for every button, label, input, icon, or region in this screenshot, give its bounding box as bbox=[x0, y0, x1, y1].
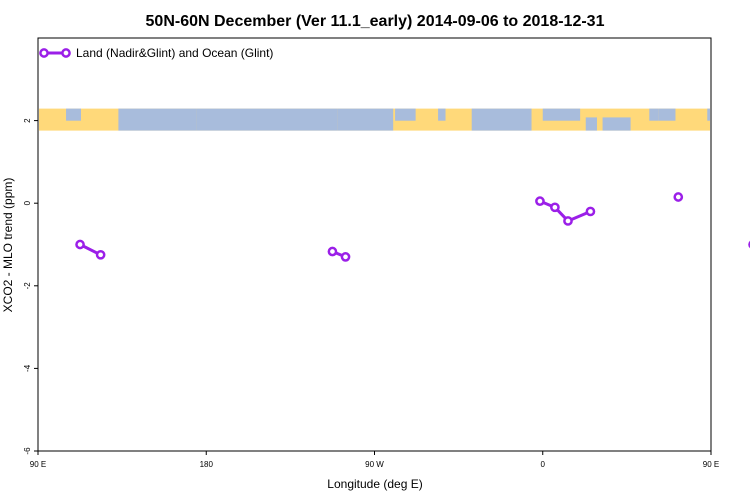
data-point bbox=[340, 252, 351, 262]
legend-marker bbox=[61, 48, 71, 58]
x-tick-label: 90 W bbox=[365, 460, 384, 469]
data-point bbox=[585, 206, 596, 217]
plot-frame bbox=[37, 37, 712, 452]
legend-marker bbox=[39, 48, 49, 58]
y-tick-label: -4 bbox=[23, 364, 32, 372]
map-strip-ocean bbox=[337, 108, 394, 131]
x-tick-label: 180 bbox=[200, 460, 214, 469]
map-strip-ocean bbox=[118, 108, 197, 131]
map-strip-ocean bbox=[196, 108, 338, 131]
series-layer bbox=[75, 192, 750, 262]
map-strip-ocean bbox=[66, 108, 81, 121]
y-tick-label: 0 bbox=[23, 200, 32, 205]
data-point bbox=[563, 216, 573, 226]
y-axis: 2 0 -2 -4 -6 bbox=[23, 118, 38, 455]
map-strip-ocean bbox=[602, 117, 631, 131]
data-point bbox=[550, 202, 560, 213]
series-line-segment bbox=[539, 199, 592, 223]
data-point bbox=[95, 249, 106, 260]
data-point bbox=[75, 239, 85, 250]
x-axis-label: Longitude (deg E) bbox=[327, 477, 422, 491]
map-strip-ocean bbox=[707, 108, 710, 121]
map-strip-ocean bbox=[395, 108, 416, 121]
map-strip-ocean bbox=[649, 108, 659, 121]
x-tick-label: 90 E bbox=[703, 460, 719, 469]
x-tick-label: 90 E bbox=[30, 460, 46, 469]
land-ocean-map-strip bbox=[39, 108, 710, 131]
map-strip-ocean bbox=[438, 108, 446, 121]
data-point bbox=[535, 196, 545, 206]
map-strip-ocean bbox=[542, 108, 581, 121]
x-axis: 90 E 180 90 W 0 90 E bbox=[30, 451, 719, 469]
chart-title: 50N-60N December (Ver 11.1_early) 2014-0… bbox=[146, 13, 605, 30]
x-tick-label: 0 bbox=[541, 460, 546, 469]
y-tick-label: 2 bbox=[23, 118, 32, 123]
y-axis-label: XCO2 - MLO trend (ppm) bbox=[1, 178, 15, 313]
map-strip-ocean bbox=[585, 117, 597, 131]
data-point bbox=[327, 246, 338, 257]
legend: Land (Nadir&Glint) and Ocean (Glint) bbox=[39, 46, 273, 60]
y-tick-label: -6 bbox=[23, 447, 32, 455]
map-strip-ocean bbox=[471, 108, 532, 131]
legend-label: Land (Nadir&Glint) and Ocean (Glint) bbox=[76, 46, 273, 60]
data-point bbox=[673, 192, 684, 202]
map-strip-ocean bbox=[658, 108, 676, 121]
y-tick-label: -2 bbox=[23, 282, 32, 290]
